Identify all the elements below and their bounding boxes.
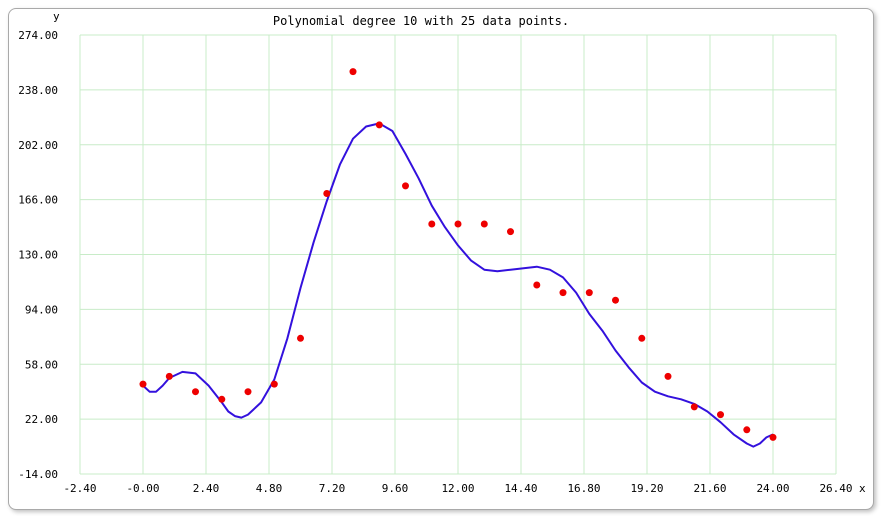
y-tick-labels: 274.00 238.00 202.00 166.00 130.00 94.00 58.00… (18, 29, 58, 481)
data-point (585, 289, 593, 297)
x-tick-label: 24.00 (756, 482, 789, 495)
data-point (559, 289, 567, 297)
data-point (270, 380, 278, 388)
data-point (454, 220, 462, 228)
data-point (743, 426, 751, 434)
y-tick-label: 22.00 (25, 413, 58, 426)
x-tick-label: 21.60 (693, 482, 726, 495)
y-tick-label: 166.00 (18, 194, 58, 207)
data-point (664, 372, 672, 380)
data-point (690, 403, 698, 411)
data-point (533, 281, 541, 289)
x-axis-label: x (859, 482, 866, 495)
x-tick-label: 14.40 (504, 482, 537, 495)
x-tick-label: 9.60 (382, 482, 409, 495)
y-tick-label: 238.00 (18, 84, 58, 97)
y-tick-label: 274.00 (18, 29, 58, 42)
y-axis-label: y (53, 10, 60, 23)
data-point (402, 182, 409, 190)
data-point (139, 380, 147, 388)
x-tick-label: -0.00 (126, 482, 159, 495)
fit-curve (142, 122, 774, 448)
data-point (717, 411, 724, 419)
y-tick-label: 202.00 (18, 139, 58, 152)
x-tick-label: 19.20 (630, 482, 663, 495)
data-point (507, 228, 514, 236)
x-tick-label: 2.40 (193, 482, 220, 495)
y-tick-label: 58.00 (25, 358, 58, 371)
chart-title: Polynomial degree 10 with 25 data points… (273, 14, 569, 28)
x-tick-labels: -2.40 -0.00 2.40 4.80 7.20 9.60 12.00 14.40 16.8… (63, 482, 852, 495)
data-point (480, 220, 488, 228)
data-point (192, 388, 199, 396)
x-tick-label: 16.80 (567, 482, 600, 495)
x-tick-label: 12.00 (441, 482, 474, 495)
data-point (349, 68, 357, 76)
data-points (139, 68, 777, 441)
data-point (165, 372, 173, 380)
data-point (769, 433, 777, 441)
data-point (638, 334, 646, 342)
x-tick-label: -2.40 (63, 482, 96, 495)
data-point (375, 121, 383, 129)
data-point (428, 220, 436, 228)
data-point (612, 296, 619, 304)
data-point (244, 388, 252, 396)
y-tick-label: 94.00 (25, 303, 58, 316)
y-tick-label: 130.00 (18, 249, 58, 262)
grid (79, 34, 837, 475)
x-tick-label: 7.20 (319, 482, 346, 495)
fit-curve-line (142, 122, 774, 448)
data-point (218, 395, 226, 403)
x-tick-label: 4.80 (256, 482, 283, 495)
data-point (297, 334, 304, 342)
y-tick-label: -14.00 (18, 468, 58, 481)
x-tick-label: 26.40 (819, 482, 852, 495)
data-point (323, 190, 331, 197)
chart-panel: -2.40 -0.00 2.40 4.80 7.20 9.60 12.00 14.40 16.8… (8, 8, 874, 510)
chart: -2.40 -0.00 2.40 4.80 7.20 9.60 12.00 14.40 16.8… (18, 10, 866, 495)
